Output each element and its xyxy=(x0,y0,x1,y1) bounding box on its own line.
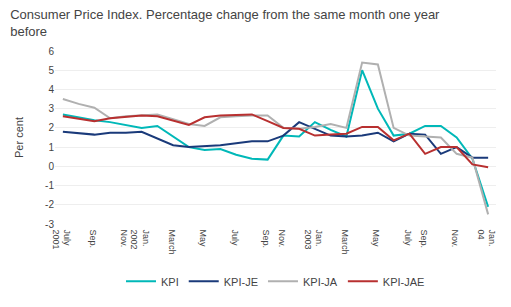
svg-text:1: 1 xyxy=(48,142,54,153)
svg-text:KPI-JE: KPI-JE xyxy=(224,276,258,288)
svg-text:Jan.2002: Jan.2002 xyxy=(129,230,151,250)
svg-text:Per cent: Per cent xyxy=(13,117,25,158)
svg-text:Sep.: Sep. xyxy=(261,230,271,249)
svg-text:KPI-JA: KPI-JA xyxy=(303,276,338,288)
svg-text:Jan.2003: Jan.2003 xyxy=(303,230,325,250)
svg-text:5: 5 xyxy=(48,65,54,76)
svg-text:July: July xyxy=(230,230,240,247)
svg-text:July: July xyxy=(403,230,413,247)
svg-text:2: 2 xyxy=(48,122,54,133)
svg-text:6: 6 xyxy=(48,46,54,57)
svg-text:4: 4 xyxy=(48,84,54,95)
svg-text:Nov.: Nov. xyxy=(277,230,287,248)
svg-text:Nov.: Nov. xyxy=(119,230,129,248)
svg-text:-3: -3 xyxy=(45,219,54,230)
svg-text:Consumer Price Index. Percenta: Consumer Price Index. Percentage change … xyxy=(10,7,440,39)
svg-text:May: May xyxy=(198,230,208,248)
svg-text:Sep.: Sep. xyxy=(419,230,429,249)
svg-text:Sep.: Sep. xyxy=(88,230,98,249)
svg-text:-2: -2 xyxy=(45,199,54,210)
svg-text:KPI: KPI xyxy=(161,276,179,288)
svg-text:Nov.: Nov. xyxy=(450,230,460,248)
svg-text:Jan.04: Jan.04 xyxy=(476,230,498,247)
svg-text:3: 3 xyxy=(48,103,54,114)
svg-text:March: March xyxy=(340,230,350,255)
svg-text:July2001: July2001 xyxy=(51,230,73,250)
svg-text:-1: -1 xyxy=(45,180,54,191)
svg-text:March: March xyxy=(167,230,177,255)
svg-text:0: 0 xyxy=(48,161,54,172)
svg-text:May: May xyxy=(371,230,381,248)
svg-text:KPI-JAE: KPI-JAE xyxy=(383,276,425,288)
